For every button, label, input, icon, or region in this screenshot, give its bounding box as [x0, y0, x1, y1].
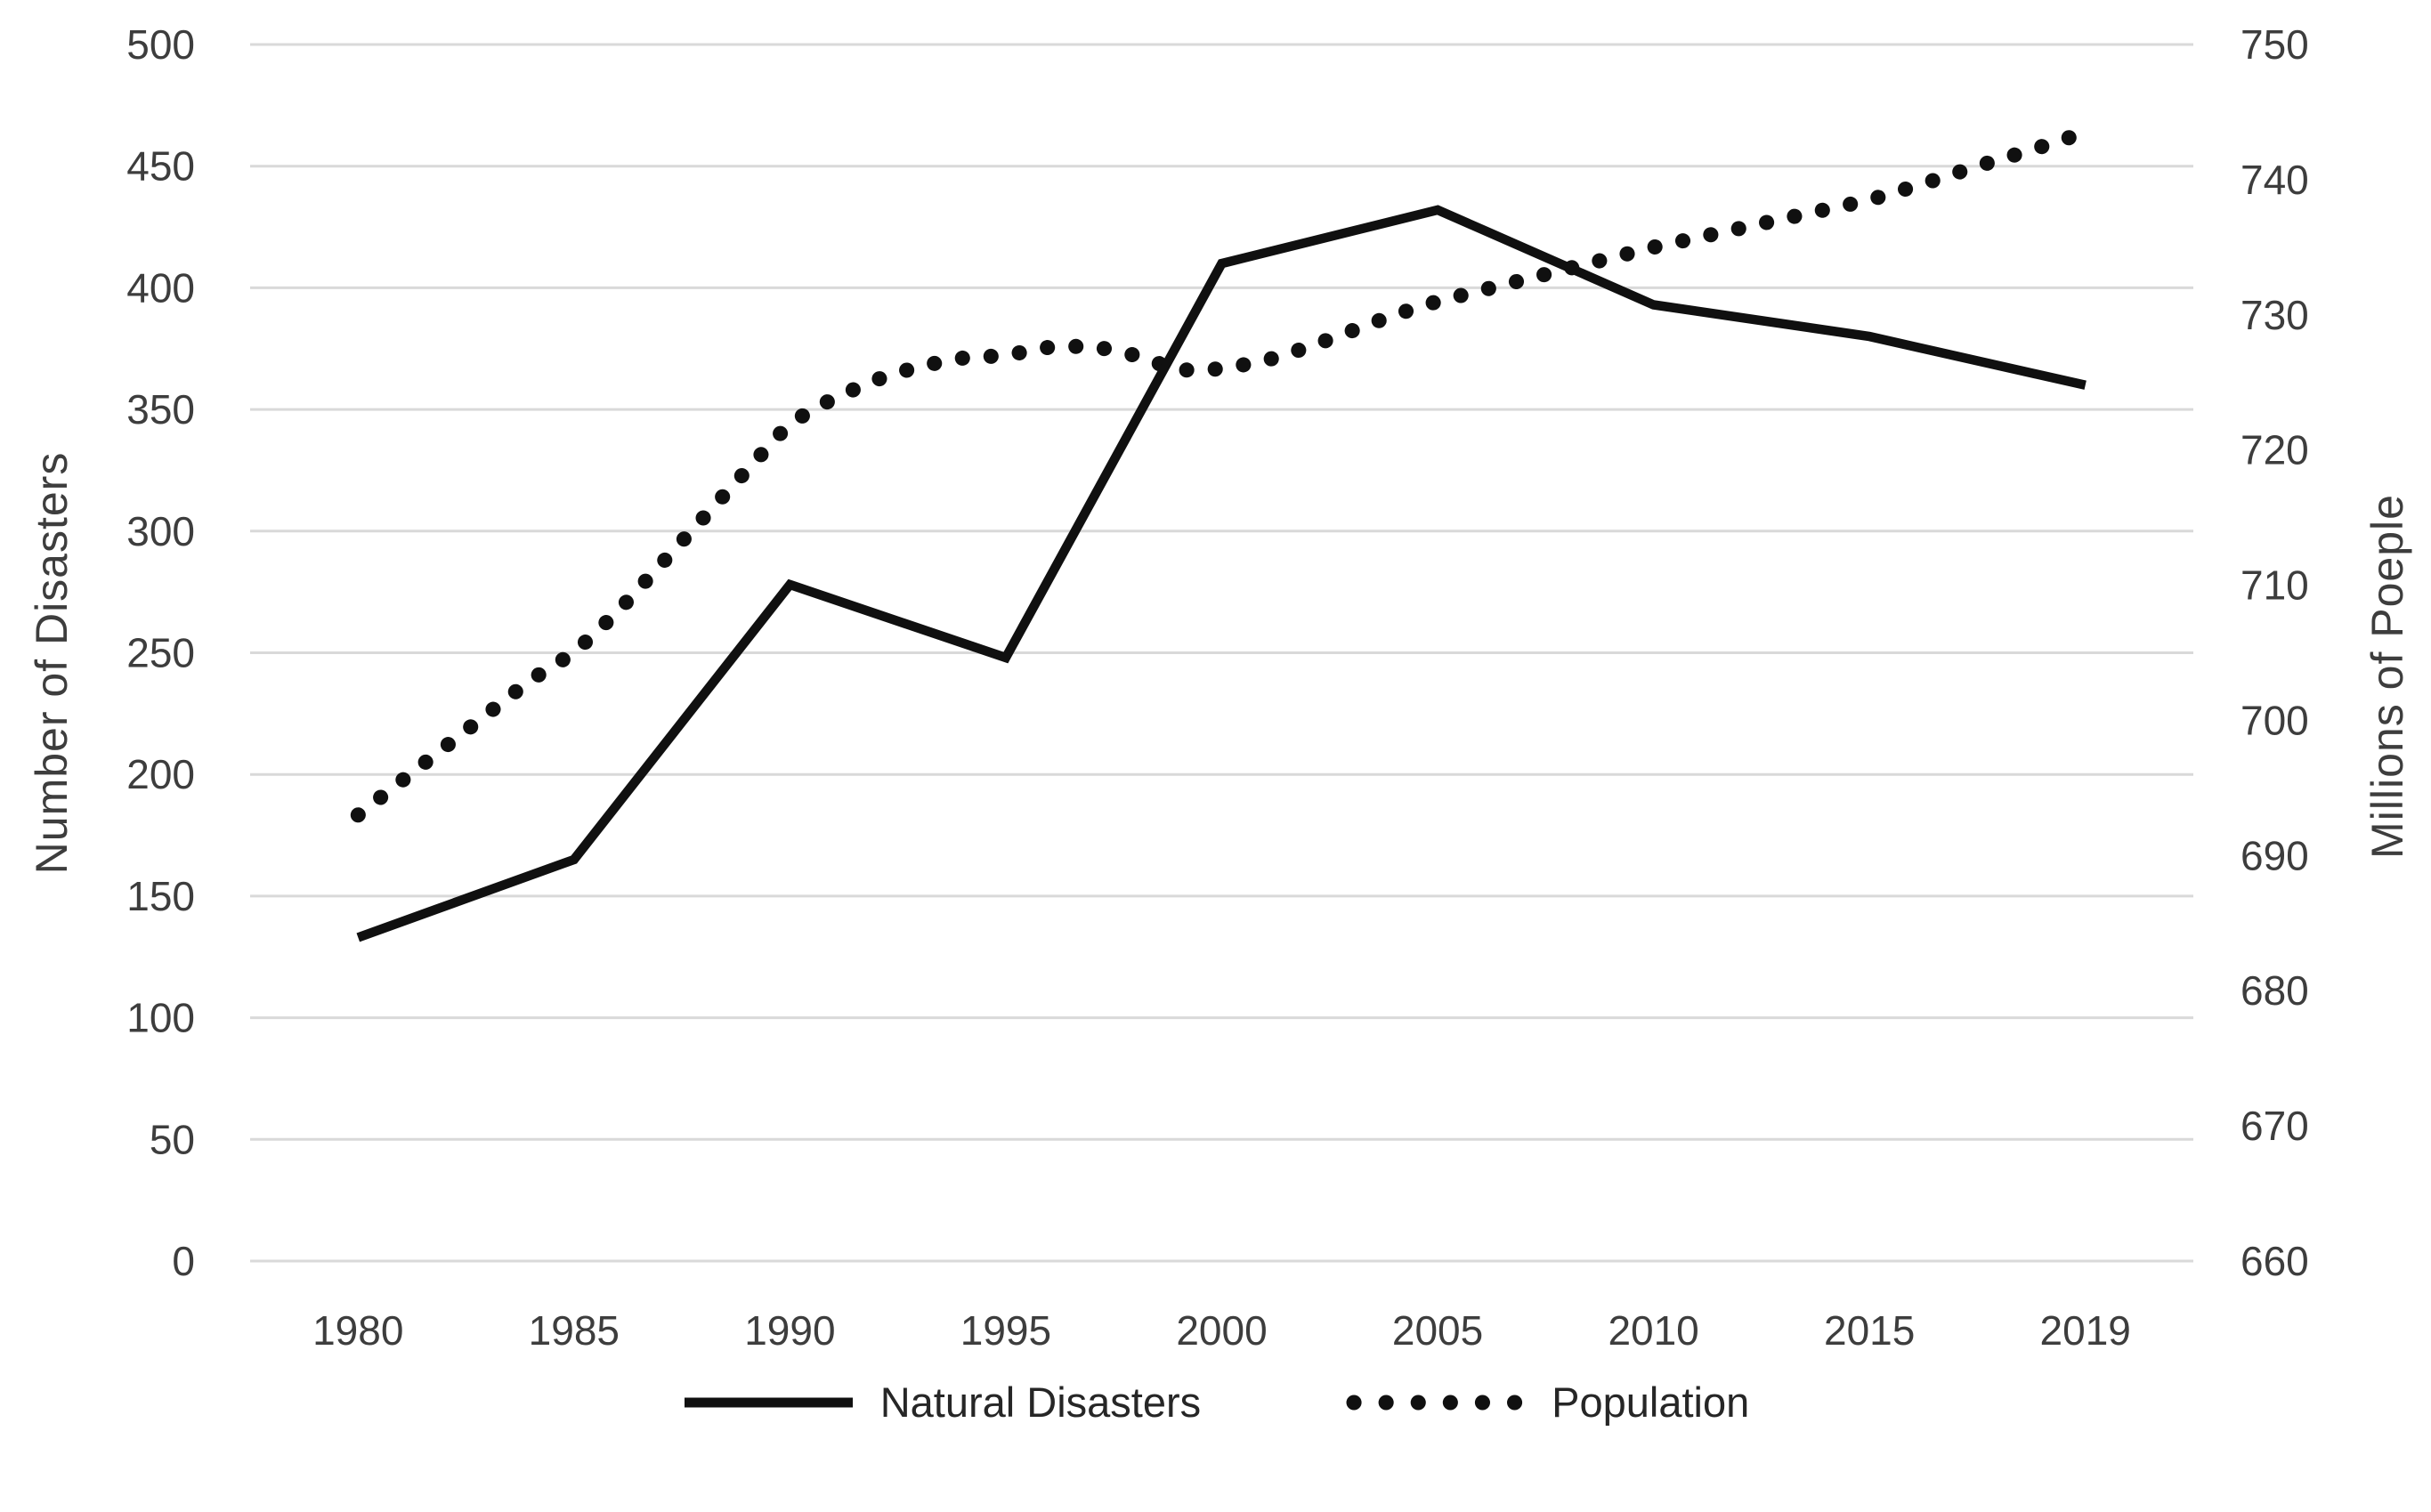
legend: Natural Disasters Population: [0, 1378, 2431, 1427]
left-axis-tick-labels: 0 50 100 150 200 250 300 350 400 450 500: [126, 21, 195, 1284]
solid-line-swatch-icon: [684, 1397, 853, 1407]
svg-text:50: 50: [150, 1116, 195, 1162]
svg-text:1990: 1990: [744, 1307, 835, 1354]
svg-text:690: 690: [2241, 832, 2309, 878]
svg-text:300: 300: [126, 508, 195, 554]
svg-text:0: 0: [172, 1238, 195, 1284]
svg-text:1985: 1985: [529, 1307, 620, 1354]
svg-text:1980: 1980: [312, 1307, 403, 1354]
svg-text:350: 350: [126, 386, 195, 433]
svg-text:250: 250: [126, 630, 195, 676]
svg-text:200: 200: [126, 751, 195, 797]
svg-text:2000: 2000: [1176, 1307, 1267, 1354]
legend-label-population: Population: [1552, 1379, 1750, 1426]
svg-text:2019: 2019: [2040, 1307, 2131, 1354]
svg-text:670: 670: [2241, 1103, 2309, 1149]
svg-text:150: 150: [126, 873, 195, 919]
svg-text:500: 500: [126, 21, 195, 68]
legend-item-natural-disasters: Natural Disasters: [682, 1378, 1201, 1427]
svg-text:660: 660: [2241, 1238, 2309, 1284]
x-axis-tick-labels: 1980 1985 1990 1995 2000 2005 2010 2015 2019: [312, 1307, 2131, 1354]
svg-text:2015: 2015: [1824, 1307, 1915, 1354]
svg-text:1995: 1995: [960, 1307, 1051, 1354]
svg-text:750: 750: [2241, 21, 2309, 68]
right-axis-tick-labels: 660 670 680 690 700 710 720 730 740 750: [2241, 21, 2309, 1284]
svg-text:450: 450: [126, 143, 195, 190]
population-dotted-line: [350, 125, 2094, 823]
legend-item-population: Population: [1343, 1378, 1749, 1427]
svg-text:740: 740: [2241, 157, 2309, 203]
natural-disasters-line: [356, 205, 2087, 942]
svg-text:2010: 2010: [1608, 1307, 1698, 1354]
svg-text:100: 100: [126, 995, 195, 1041]
svg-text:680: 680: [2241, 967, 2309, 1014]
svg-text:700: 700: [2241, 697, 2309, 743]
svg-text:2005: 2005: [1392, 1307, 1483, 1354]
svg-text:730: 730: [2241, 292, 2309, 338]
left-axis-title: Number of Disasters: [27, 451, 77, 875]
dotted-line-swatch-icon: [1346, 1395, 1527, 1410]
svg-text:400: 400: [126, 264, 195, 311]
svg-text:720: 720: [2241, 427, 2309, 473]
legend-label-natural-disasters: Natural Disasters: [879, 1379, 1202, 1426]
right-axis-title: Millions of Poeple: [2362, 494, 2412, 859]
svg-text:710: 710: [2241, 562, 2309, 609]
gridlines: [250, 43, 2193, 1263]
